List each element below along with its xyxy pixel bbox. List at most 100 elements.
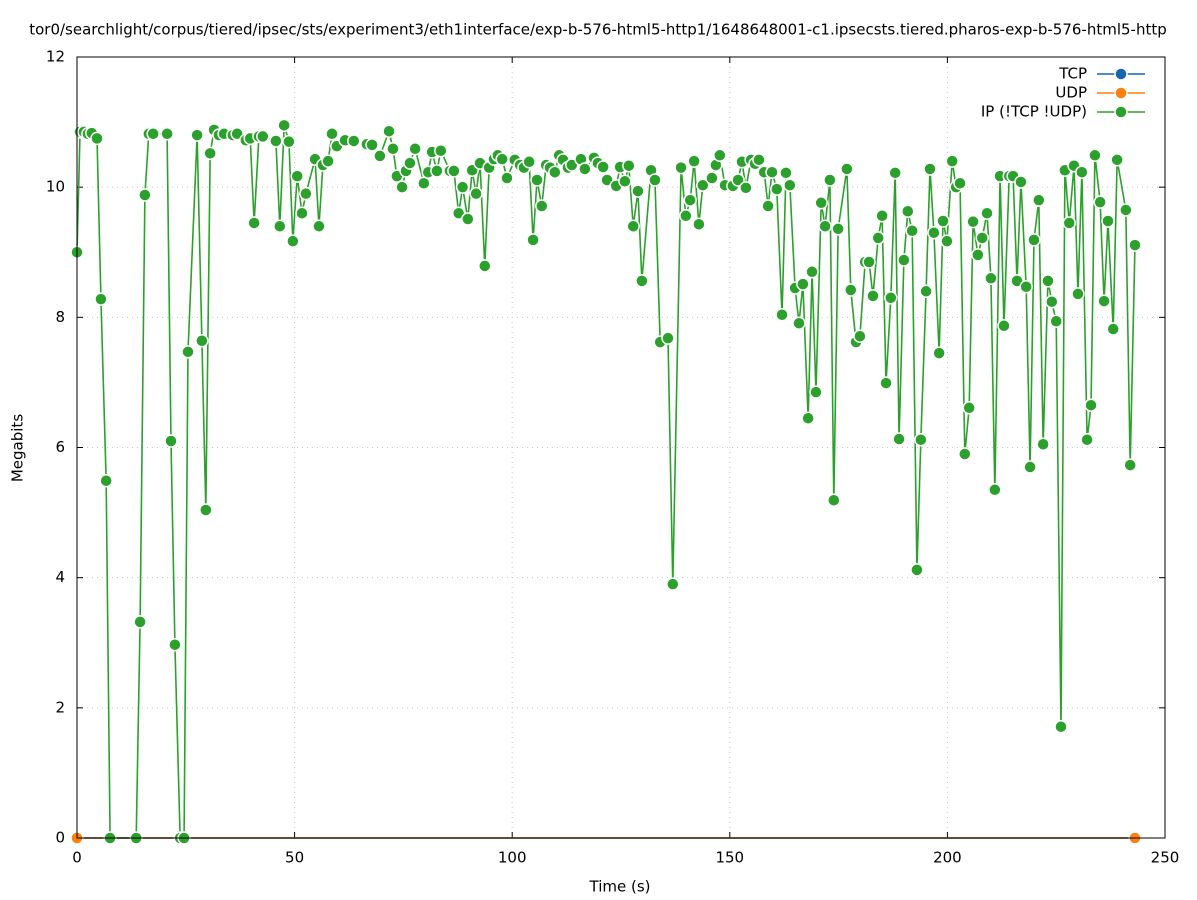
data-point bbox=[469, 186, 483, 201]
x-tick-label: 250 bbox=[1151, 849, 1180, 867]
data-point bbox=[290, 169, 304, 183]
data-point bbox=[901, 204, 915, 218]
data-point bbox=[984, 271, 998, 286]
data-point bbox=[269, 134, 283, 148]
data-point bbox=[1045, 294, 1059, 309]
y-tick-label: 0 bbox=[55, 829, 65, 847]
data-point bbox=[713, 148, 727, 163]
data-point bbox=[347, 134, 361, 148]
y-axis-label: Megabits bbox=[9, 414, 27, 482]
data-point bbox=[666, 577, 680, 591]
data-point bbox=[138, 188, 152, 202]
x-tick-label: 0 bbox=[72, 849, 82, 867]
data-point bbox=[94, 292, 108, 306]
data-point bbox=[160, 127, 174, 141]
x-tick-label: 150 bbox=[715, 849, 744, 867]
data-point bbox=[975, 231, 989, 245]
data-point bbox=[779, 166, 793, 180]
data-point bbox=[892, 432, 906, 446]
data-point bbox=[286, 234, 300, 248]
data-point bbox=[932, 346, 946, 360]
y-tick-label: 6 bbox=[55, 438, 65, 456]
data-point bbox=[203, 146, 217, 161]
data-point bbox=[1049, 314, 1063, 328]
data-point bbox=[273, 219, 287, 233]
data-point bbox=[936, 214, 950, 228]
data-point bbox=[823, 173, 837, 187]
data-point bbox=[809, 385, 823, 399]
data-point bbox=[1014, 175, 1028, 189]
data-point bbox=[1019, 279, 1033, 294]
data-point bbox=[626, 219, 640, 233]
grid: 0 2 4 6 8 10 12 0 50 100 150 200 250 bbox=[46, 48, 1179, 867]
data-point bbox=[897, 253, 911, 267]
data-point bbox=[622, 158, 636, 173]
x-tick-label: 50 bbox=[285, 849, 304, 867]
data-point bbox=[90, 131, 104, 146]
data-point bbox=[827, 493, 841, 507]
data-point bbox=[1080, 432, 1094, 447]
legend-marker bbox=[1114, 86, 1128, 100]
data-point bbox=[765, 165, 779, 179]
data-point bbox=[888, 166, 902, 180]
data-point bbox=[805, 265, 819, 279]
data-point bbox=[648, 173, 662, 187]
data-point bbox=[1084, 398, 1098, 412]
data-point bbox=[321, 154, 335, 168]
data-point bbox=[447, 164, 461, 178]
data-point bbox=[495, 152, 509, 166]
data-point bbox=[168, 637, 182, 652]
data-point bbox=[146, 127, 160, 141]
data-point bbox=[578, 162, 592, 176]
data-point bbox=[295, 206, 309, 220]
data-point bbox=[910, 563, 924, 577]
data-point bbox=[1032, 193, 1046, 207]
x-tick-label: 100 bbox=[498, 849, 527, 867]
data-point bbox=[801, 411, 815, 425]
data-point bbox=[1123, 458, 1137, 472]
data-point bbox=[884, 291, 898, 305]
data-point bbox=[940, 234, 954, 248]
data-point bbox=[395, 180, 409, 194]
x-axis-label: Time (s) bbox=[589, 878, 651, 896]
data-point bbox=[927, 225, 941, 240]
data-point bbox=[792, 316, 806, 330]
data-point bbox=[958, 447, 972, 461]
data-point bbox=[770, 182, 784, 196]
data-point bbox=[962, 401, 976, 415]
data-point bbox=[844, 283, 858, 297]
data-point bbox=[814, 196, 828, 210]
data-point bbox=[99, 473, 113, 488]
data-point bbox=[731, 173, 745, 187]
data-point bbox=[1110, 153, 1124, 167]
legend-label: IP (!TCP !UDP) bbox=[981, 103, 1087, 121]
data-point bbox=[696, 178, 710, 192]
data-point bbox=[434, 143, 448, 158]
data-point bbox=[692, 217, 706, 232]
data-point bbox=[526, 233, 540, 247]
y-tick-label: 12 bbox=[46, 48, 65, 66]
data-point bbox=[866, 289, 880, 303]
data-point bbox=[739, 181, 753, 195]
data-point bbox=[461, 212, 475, 226]
data-point bbox=[247, 216, 261, 230]
data-point bbox=[1023, 460, 1037, 474]
data-point bbox=[417, 176, 431, 191]
data-point bbox=[325, 127, 339, 141]
data-point bbox=[831, 222, 845, 236]
plot-area bbox=[70, 118, 1142, 845]
data-point bbox=[199, 503, 213, 517]
data-point bbox=[818, 219, 832, 233]
data-point bbox=[1119, 203, 1133, 217]
data-point bbox=[1027, 233, 1041, 247]
data-point bbox=[548, 165, 562, 179]
data-point bbox=[596, 160, 610, 174]
data-point bbox=[631, 184, 645, 198]
data-point bbox=[1071, 287, 1085, 301]
data-point bbox=[530, 173, 544, 187]
data-point bbox=[282, 134, 296, 149]
data-point bbox=[1062, 216, 1077, 230]
legend-label: TCP bbox=[1058, 65, 1087, 83]
